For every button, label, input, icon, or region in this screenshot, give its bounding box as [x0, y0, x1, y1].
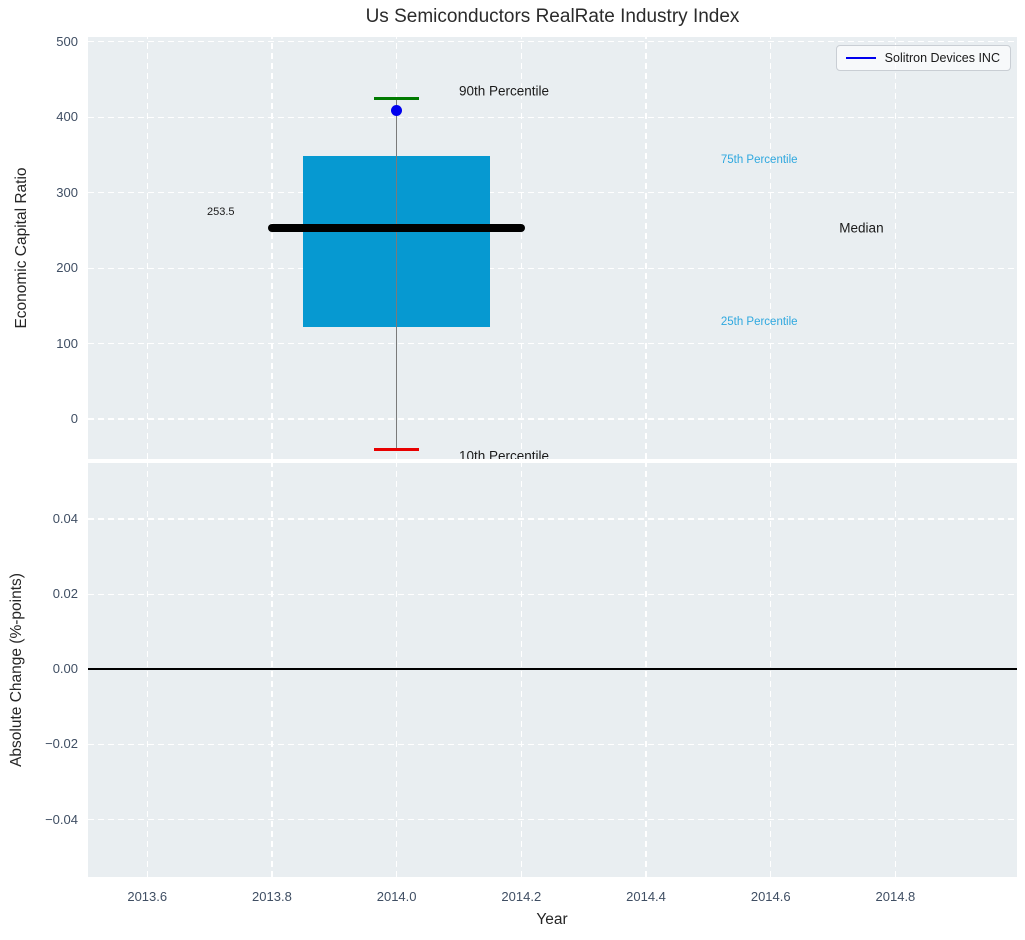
- bottom-y-tick-label: −0.02: [45, 736, 78, 752]
- top-y-tick-label: 400: [56, 109, 78, 125]
- annotation-p90-label: 90th Percentile: [458, 83, 550, 99]
- x-tick-label: 2014.4: [626, 889, 666, 904]
- top-plot-area: 90th Percentile 75th Percentile 253.5 Media…: [88, 37, 1017, 459]
- zero-line: [88, 668, 1017, 671]
- annotation-p25-label: 25th Percentile: [720, 316, 798, 329]
- x-axis-label: Year: [536, 911, 568, 928]
- gridline-horizontal: [88, 518, 1017, 520]
- gridline-vertical: [271, 37, 273, 459]
- gridline-horizontal: [88, 267, 1017, 269]
- p90-cap: [374, 96, 419, 100]
- gridline-horizontal: [88, 192, 1017, 194]
- x-tick-label: 2014.6: [750, 889, 791, 904]
- bottom-y-tick-label: 0.02: [52, 586, 78, 602]
- gridline-horizontal: [88, 818, 1017, 821]
- annotation-median-value-label: 253.5: [206, 205, 235, 218]
- gridline-horizontal: [88, 743, 1017, 745]
- p10-cap: [374, 447, 419, 451]
- top-y-tick-label: 200: [56, 260, 78, 276]
- bottom-plot-area: [88, 463, 1017, 877]
- x-tick-label: 2013.8: [252, 889, 292, 904]
- gridline-vertical: [146, 37, 148, 459]
- gridline-horizontal: [88, 41, 1017, 43]
- chart-title: Us Semiconductors RealRate Industry Inde…: [365, 6, 740, 27]
- gridline-vertical: [645, 37, 647, 459]
- gridline-horizontal: [88, 343, 1017, 345]
- gridline-vertical: [770, 37, 772, 459]
- x-tick-label: 2013.6: [127, 889, 168, 904]
- annotation-p75-label: 75th Percentile: [720, 154, 798, 167]
- gridline-horizontal: [88, 593, 1017, 595]
- gridline-horizontal: [88, 418, 1017, 420]
- bottom-y-tick-label: −0.04: [45, 811, 78, 827]
- legend: Solitron Devices INC: [835, 45, 1011, 71]
- legend-label: Solitron Devices INC: [884, 51, 1000, 65]
- whisker-line: [396, 98, 398, 450]
- annotation-median-label: Median: [839, 220, 884, 236]
- x-tick-label: 2014.8: [875, 889, 916, 904]
- x-tick-label: 2014.2: [501, 889, 542, 904]
- top-y-tick-label: 500: [56, 33, 78, 49]
- x-tick-label: 2014.0: [376, 889, 417, 904]
- legend-line-swatch: [845, 57, 876, 59]
- gridline-vertical: [520, 37, 522, 459]
- gridline-horizontal: [88, 116, 1017, 118]
- annotation-p10-label: 10th Percentile: [458, 448, 550, 459]
- top-y-tick-label: 100: [56, 335, 78, 351]
- data-point: [391, 105, 403, 117]
- top-y-tick-label: 300: [56, 184, 78, 200]
- median-line: [267, 223, 526, 232]
- top-y-tick-label: 0: [70, 411, 78, 427]
- bottom-y-tick-label: 0.00: [52, 661, 78, 677]
- gridline-vertical: [894, 37, 896, 459]
- bottom-y-tick-label: 0.04: [52, 510, 78, 526]
